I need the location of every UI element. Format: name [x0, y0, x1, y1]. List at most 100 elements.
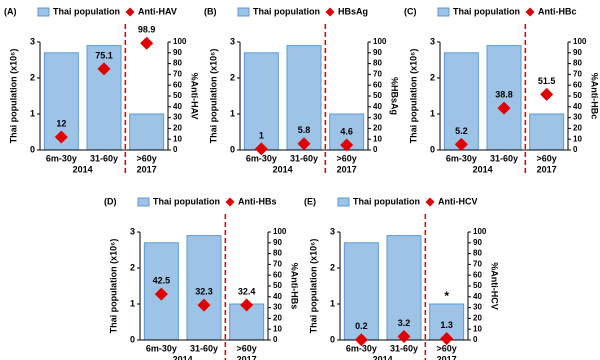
legend-swatch	[337, 197, 350, 207]
y-tick-label: 1	[30, 108, 35, 118]
legend-marker	[425, 197, 435, 207]
legend-label: Anti-HCV	[438, 196, 478, 206]
y2-tick-label: 10	[273, 324, 282, 333]
y2-tick-label: 80	[173, 59, 182, 68]
y2-tick-label: 100	[273, 227, 287, 236]
legend-label: Thai population	[153, 196, 220, 206]
y2-tick-label: 40	[473, 292, 482, 301]
y2-tick-label: 20	[273, 314, 282, 323]
y2-tick-label: 100	[573, 37, 587, 46]
y2-tick-label: 80	[373, 59, 382, 68]
data-label: 0.2	[355, 321, 368, 331]
legend-swatch	[237, 7, 250, 17]
data-label: 4.6	[340, 126, 353, 136]
group-label: 2017	[237, 354, 257, 360]
group-label: 2017	[537, 164, 557, 174]
y-tick-label: 3	[30, 36, 35, 46]
group-label: 2014	[73, 164, 93, 174]
x-tick-label: 31-60y	[290, 153, 318, 163]
y-axis-title: Thai population (x10⁶)	[208, 49, 218, 144]
group-label: 2014	[273, 164, 293, 174]
panel-label: (D)	[104, 196, 117, 206]
y2-tick-label: 100	[473, 227, 487, 236]
y-axis-title: Thai population (x10⁶)	[308, 239, 318, 334]
y-tick-label: 1	[130, 298, 135, 308]
x-tick-label: 31-60y	[90, 153, 118, 163]
y2-tick-label: 50	[273, 281, 282, 290]
y-tick-label: 0	[230, 144, 235, 154]
legend-label: HBsAg	[338, 6, 368, 16]
y-tick-label: 3	[430, 36, 435, 46]
data-label: 3.2	[398, 318, 411, 328]
x-tick-label: >60y	[337, 153, 357, 163]
y-tick-label: 3	[230, 36, 235, 46]
y2-tick-label: 50	[473, 281, 482, 290]
y2-tick-label: 0	[573, 145, 578, 154]
marker	[240, 298, 254, 312]
group-label: 2017	[437, 354, 457, 360]
y2-tick-label: 20	[173, 124, 182, 133]
y2-tick-label: 70	[473, 260, 482, 269]
y2-tick-label: 10	[473, 324, 482, 333]
marker	[454, 137, 468, 151]
bar	[529, 113, 565, 151]
bar	[486, 45, 522, 151]
data-label: 32.3	[195, 286, 213, 296]
group-label: 2017	[137, 164, 157, 174]
data-label: 42.5	[153, 275, 171, 285]
marker	[397, 330, 411, 344]
y2-tick-label: 60	[473, 270, 482, 279]
panel-label: (B)	[204, 6, 217, 16]
legend-label: Thai population	[53, 6, 120, 16]
y-tick-label: 2	[230, 72, 235, 82]
y-tick-label: 1	[230, 108, 235, 118]
y2-tick-label: 50	[573, 91, 582, 100]
y2-axis-title: %Anti-HCV	[490, 262, 500, 310]
data-label: 38.8	[495, 89, 513, 99]
x-tick-label: 6m-30y	[446, 153, 477, 163]
marker	[297, 137, 311, 151]
y-tick-label: 0	[330, 334, 335, 344]
data-label: 5.8	[298, 125, 311, 135]
legend-label: Thai population	[253, 6, 320, 16]
marker	[340, 138, 354, 152]
legend-marker	[325, 7, 335, 17]
y2-tick-label: 100	[373, 37, 387, 46]
y2-tick-label: 80	[473, 249, 482, 258]
marker	[54, 130, 68, 144]
y-tick-label: 0	[130, 334, 135, 344]
y2-tick-label: 70	[373, 70, 382, 79]
marker	[354, 333, 368, 347]
y2-tick-label: 0	[173, 145, 178, 154]
x-tick-label: 31-60y	[490, 153, 518, 163]
y2-tick-label: 70	[573, 70, 582, 79]
bar	[343, 242, 379, 341]
bar	[86, 45, 122, 151]
legend-label: Anti-HAV	[138, 6, 177, 16]
y-tick-label: 1	[330, 298, 335, 308]
y2-tick-label: 90	[473, 238, 482, 247]
y2-tick-label: 90	[273, 238, 282, 247]
y2-tick-label: 100	[173, 37, 187, 46]
bar	[286, 45, 322, 151]
marker	[97, 62, 111, 76]
y2-tick-label: 10	[373, 134, 382, 143]
data-label: 98.9	[138, 25, 156, 35]
group-label: 2014	[173, 354, 193, 360]
panel-label: (E)	[304, 196, 316, 206]
x-tick-label: 6m-30y	[346, 343, 377, 353]
y2-tick-label: 30	[173, 113, 182, 122]
group-label: 2014	[373, 354, 393, 360]
x-tick-label: >60y	[237, 343, 257, 353]
y2-tick-label: 40	[273, 292, 282, 301]
y-tick-label: 2	[430, 72, 435, 82]
y2-tick-label: 70	[273, 260, 282, 269]
y2-tick-label: 40	[173, 102, 182, 111]
y2-tick-label: 30	[573, 113, 582, 122]
y2-tick-label: 10	[173, 134, 182, 143]
data-label: 75.1	[95, 50, 113, 60]
y-tick-label: 2	[330, 262, 335, 272]
y2-tick-label: 40	[573, 102, 582, 111]
panel-label: (C)	[404, 6, 417, 16]
